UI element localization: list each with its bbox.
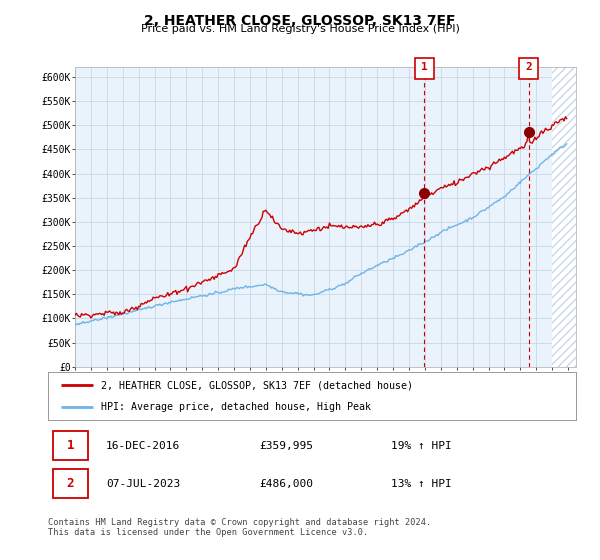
Text: 2, HEATHER CLOSE, GLOSSOP, SK13 7EF: 2, HEATHER CLOSE, GLOSSOP, SK13 7EF (144, 14, 456, 28)
Text: 1: 1 (421, 62, 428, 72)
FancyBboxPatch shape (53, 469, 88, 498)
Text: 19% ↑ HPI: 19% ↑ HPI (391, 441, 452, 451)
Text: 2: 2 (67, 477, 74, 490)
Text: 2, HEATHER CLOSE, GLOSSOP, SK13 7EF (detached house): 2, HEATHER CLOSE, GLOSSOP, SK13 7EF (det… (101, 380, 413, 390)
Text: 2: 2 (525, 62, 532, 72)
Text: Price paid vs. HM Land Registry's House Price Index (HPI): Price paid vs. HM Land Registry's House … (140, 24, 460, 34)
Text: 1: 1 (67, 439, 74, 452)
Text: £486,000: £486,000 (259, 479, 313, 488)
Text: £359,995: £359,995 (259, 441, 313, 451)
Text: 13% ↑ HPI: 13% ↑ HPI (391, 479, 452, 488)
Text: 07-JUL-2023: 07-JUL-2023 (106, 479, 181, 488)
FancyBboxPatch shape (53, 431, 88, 460)
Text: Contains HM Land Registry data © Crown copyright and database right 2024.
This d: Contains HM Land Registry data © Crown c… (48, 518, 431, 538)
Text: 16-DEC-2016: 16-DEC-2016 (106, 441, 181, 451)
Text: HPI: Average price, detached house, High Peak: HPI: Average price, detached house, High… (101, 402, 371, 412)
